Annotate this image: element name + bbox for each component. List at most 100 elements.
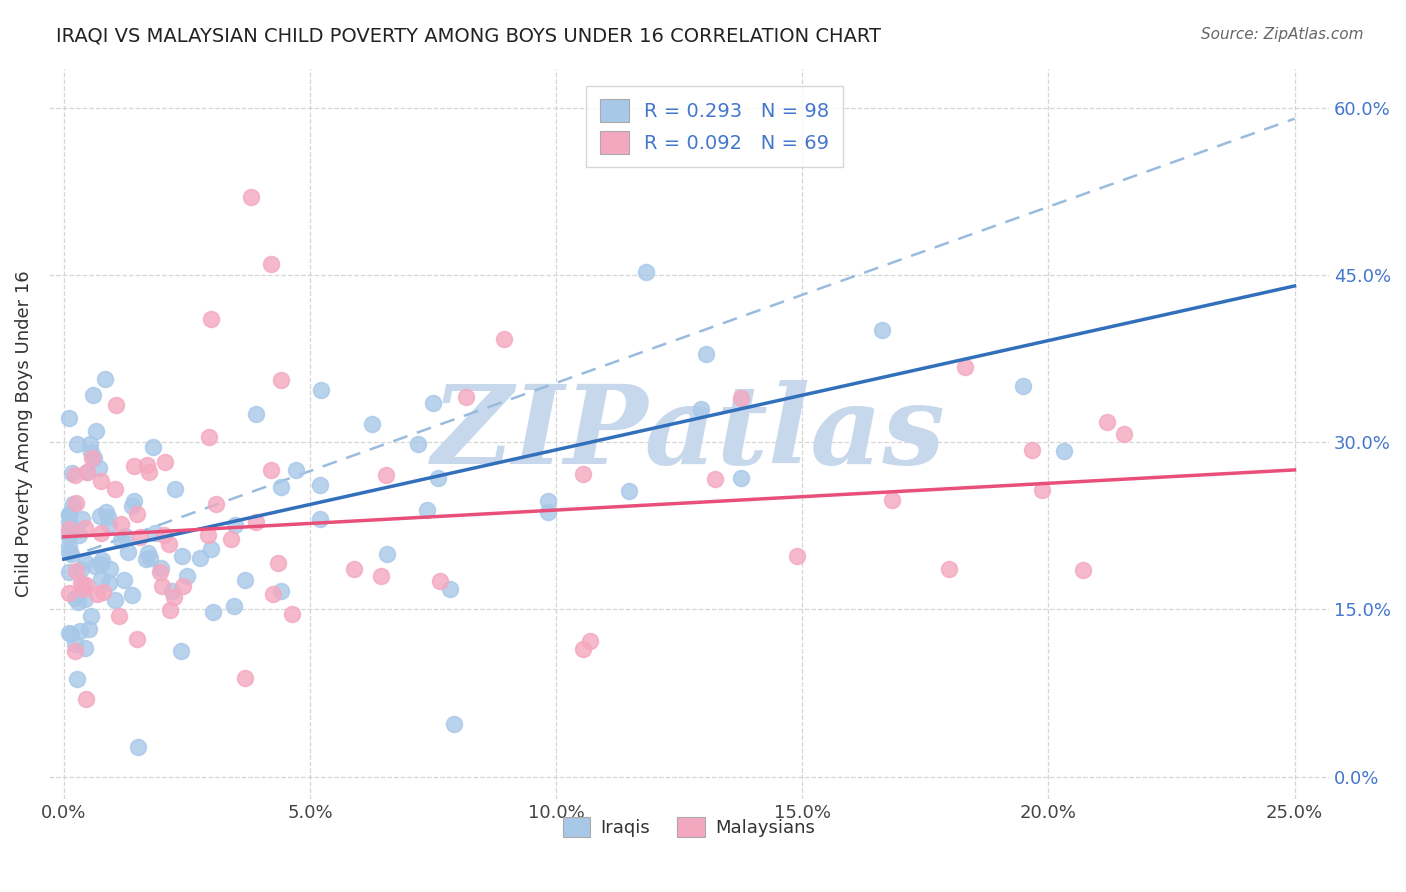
Point xyxy=(427,471,450,485)
Point xyxy=(75,555,97,569)
Point xyxy=(58,526,80,541)
Point xyxy=(270,584,292,599)
Point xyxy=(87,460,110,475)
Point xyxy=(422,396,444,410)
Point xyxy=(170,644,193,658)
Point xyxy=(58,565,80,579)
Point xyxy=(153,528,176,542)
Point xyxy=(90,474,112,488)
Point xyxy=(121,588,143,602)
Point xyxy=(79,609,101,624)
Point xyxy=(90,525,112,540)
Point xyxy=(58,523,80,537)
Point xyxy=(58,586,80,600)
Point xyxy=(695,346,717,360)
Point xyxy=(690,402,713,417)
Point xyxy=(443,716,465,731)
Point xyxy=(98,576,121,591)
Point xyxy=(117,545,139,559)
Point xyxy=(67,528,90,542)
Point xyxy=(114,529,136,543)
Point xyxy=(153,455,176,469)
Point xyxy=(202,605,225,619)
Point xyxy=(370,568,392,582)
Point xyxy=(82,388,104,402)
Point xyxy=(157,536,180,550)
Point xyxy=(730,471,752,485)
Point xyxy=(60,466,83,480)
Point xyxy=(104,593,127,607)
Point xyxy=(150,579,173,593)
Point xyxy=(94,505,117,519)
Point xyxy=(76,465,98,479)
Point xyxy=(136,546,159,560)
Point xyxy=(69,562,91,576)
Point xyxy=(143,526,166,541)
Point xyxy=(83,451,105,466)
Point xyxy=(200,542,222,557)
Text: ZIPatlas: ZIPatlas xyxy=(432,380,946,487)
Point xyxy=(537,493,560,508)
Point xyxy=(70,512,93,526)
Point xyxy=(938,561,960,575)
Point xyxy=(259,257,281,271)
Point xyxy=(537,505,560,519)
Point xyxy=(82,451,104,466)
Point xyxy=(572,641,595,656)
Point xyxy=(122,459,145,474)
Point xyxy=(1012,379,1035,393)
Point xyxy=(66,595,89,609)
Point xyxy=(97,510,120,524)
Point xyxy=(456,390,478,404)
Point xyxy=(58,515,80,529)
Point xyxy=(163,590,186,604)
Point xyxy=(63,591,86,605)
Point xyxy=(58,545,80,559)
Point xyxy=(66,672,89,686)
Point xyxy=(281,607,304,621)
Point xyxy=(406,437,429,451)
Point xyxy=(882,492,904,507)
Point xyxy=(239,190,262,204)
Point xyxy=(62,497,84,511)
Point xyxy=(309,384,332,398)
Point xyxy=(1053,444,1076,458)
Point xyxy=(58,530,80,544)
Point xyxy=(235,671,257,685)
Point xyxy=(233,573,256,587)
Point xyxy=(91,585,114,599)
Point xyxy=(141,440,163,454)
Point xyxy=(190,550,212,565)
Point xyxy=(172,579,194,593)
Point xyxy=(200,312,222,326)
Point xyxy=(571,467,593,481)
Point xyxy=(343,562,366,576)
Point xyxy=(59,547,82,561)
Point xyxy=(197,527,219,541)
Point xyxy=(136,458,159,472)
Point xyxy=(198,429,221,443)
Point xyxy=(86,586,108,600)
Point xyxy=(205,497,228,511)
Point xyxy=(139,551,162,566)
Point xyxy=(176,569,198,583)
Point xyxy=(58,507,80,521)
Point xyxy=(270,373,292,387)
Point xyxy=(375,547,398,561)
Text: Source: ZipAtlas.com: Source: ZipAtlas.com xyxy=(1201,27,1364,42)
Point xyxy=(65,467,87,482)
Point xyxy=(224,599,246,614)
Point xyxy=(72,577,94,591)
Point xyxy=(149,566,172,580)
Point xyxy=(1114,426,1136,441)
Point xyxy=(80,445,103,459)
Legend: Iraqis, Malaysians: Iraqis, Malaysians xyxy=(555,809,823,845)
Point xyxy=(1031,483,1053,497)
Point xyxy=(58,410,80,425)
Point xyxy=(65,437,87,451)
Point xyxy=(59,627,82,641)
Point xyxy=(110,517,132,532)
Point xyxy=(245,516,267,530)
Point xyxy=(75,591,97,606)
Point xyxy=(112,573,135,587)
